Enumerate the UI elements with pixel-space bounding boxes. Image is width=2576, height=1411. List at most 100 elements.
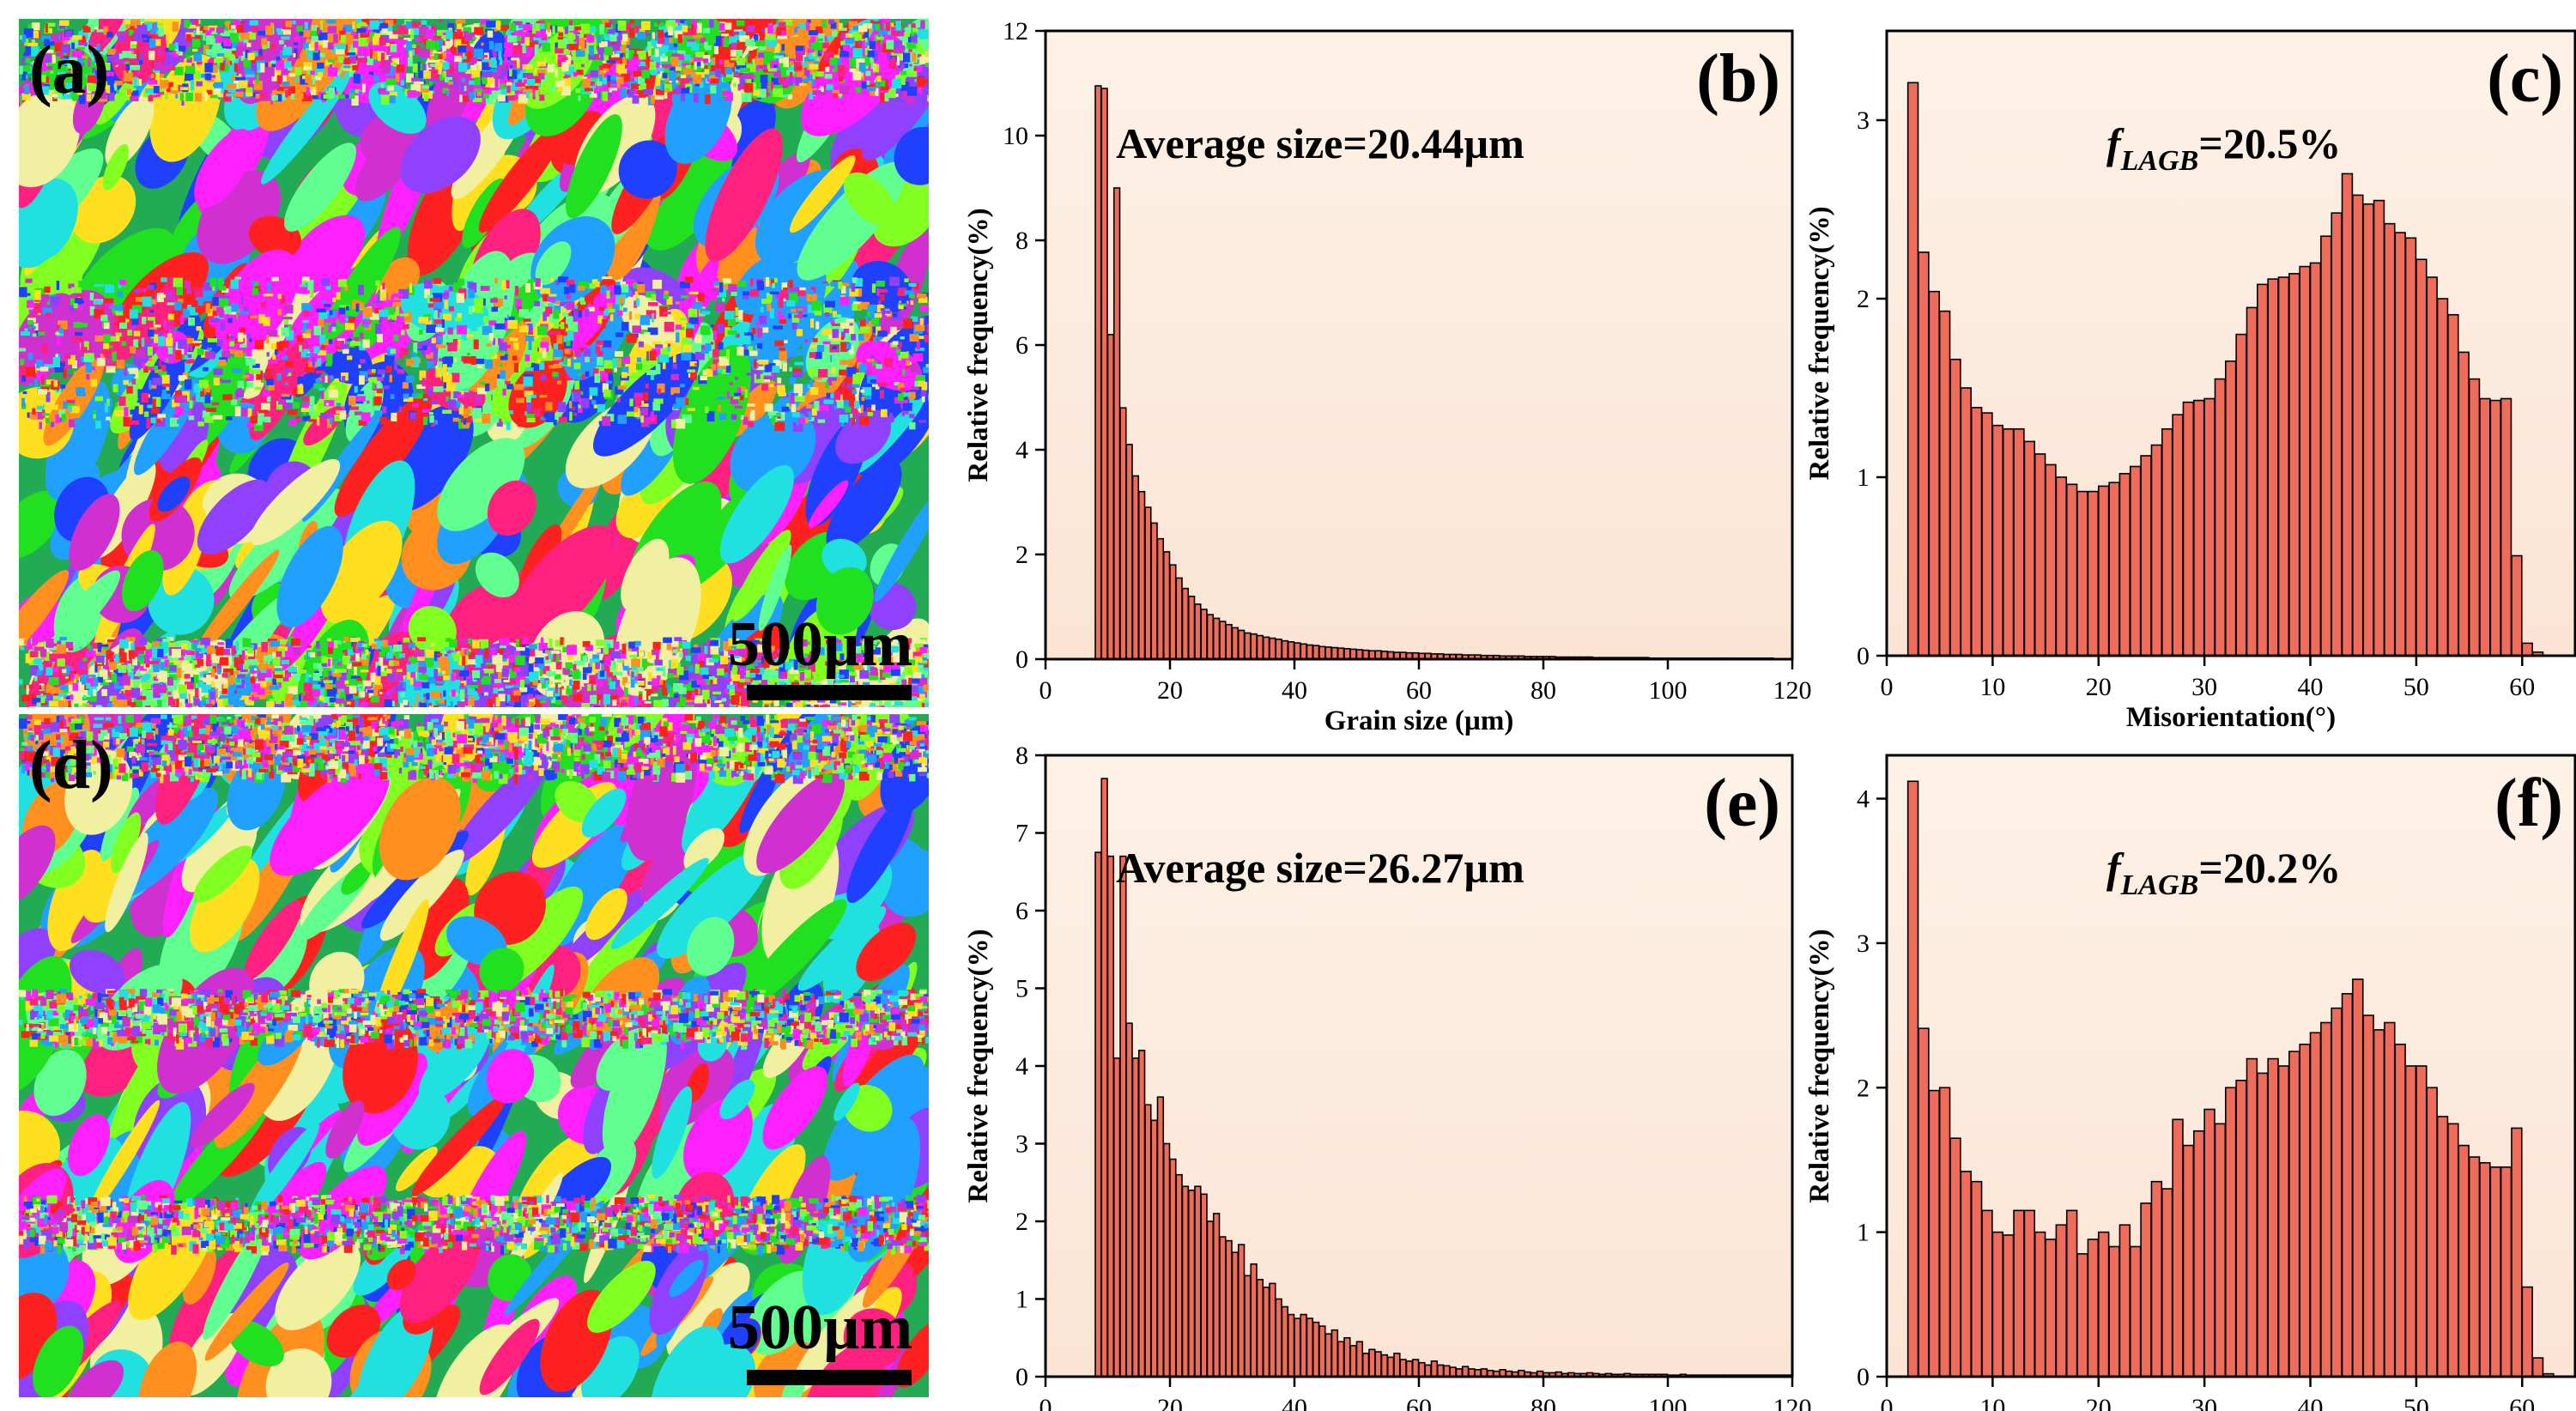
fine-grain — [285, 693, 294, 700]
fine-grain — [531, 705, 538, 707]
fine-grain — [268, 62, 274, 68]
fine-grain — [774, 340, 785, 347]
fine-grain — [864, 29, 870, 39]
fine-grain — [381, 28, 388, 34]
fine-grain — [872, 361, 882, 366]
fine-grain — [565, 27, 569, 34]
fine-grain — [458, 663, 465, 669]
fine-grain — [385, 19, 394, 27]
fine-grain — [839, 369, 847, 376]
fine-grain — [800, 314, 808, 318]
fine-grain — [314, 384, 323, 389]
fine-grain — [73, 321, 82, 329]
fine-grain — [679, 652, 683, 657]
fine-grain — [788, 287, 798, 293]
fine-grain — [677, 53, 684, 61]
fine-grain — [765, 365, 769, 372]
fine-grain — [908, 292, 915, 299]
fine-grain — [461, 334, 464, 339]
fine-grain — [639, 61, 646, 67]
fine-grain — [367, 695, 373, 706]
fine-grain — [794, 680, 798, 683]
fine-grain — [732, 31, 739, 34]
fine-grain — [373, 684, 383, 690]
fine-grain — [348, 364, 355, 369]
fine-grain — [812, 79, 821, 88]
fine-grain — [810, 287, 816, 293]
grain — [69, 494, 120, 571]
fine-grain — [578, 95, 581, 101]
fine-grain — [631, 57, 639, 64]
fine-grain — [445, 76, 452, 83]
fine-grain — [389, 58, 397, 64]
fine-grain — [93, 51, 100, 55]
fine-grain — [167, 313, 174, 320]
fine-grain — [472, 36, 476, 40]
fine-grain — [779, 705, 785, 707]
fine-grain — [179, 93, 185, 101]
fine-grain — [71, 34, 82, 40]
fine-grain — [292, 402, 300, 409]
fine-grain — [72, 336, 83, 342]
grain — [566, 114, 622, 219]
fine-grain — [245, 650, 254, 661]
fine-grain — [589, 387, 598, 396]
fine-grain — [275, 706, 285, 707]
fine-grain — [328, 324, 332, 333]
fine-grain — [755, 40, 766, 47]
fine-grain — [166, 290, 175, 301]
fine-grain — [636, 410, 645, 420]
fine-grain — [869, 672, 879, 681]
fine-grain — [410, 357, 420, 368]
fine-grain — [123, 379, 130, 385]
fine-grain — [51, 695, 62, 700]
fine-grain — [442, 88, 448, 94]
fine-grain — [851, 334, 857, 341]
fine-grain — [902, 91, 907, 100]
fine-grain — [398, 406, 403, 413]
fine-grain — [771, 77, 782, 85]
fine-grain — [318, 311, 328, 319]
fine-grain — [88, 39, 94, 44]
fine-grain — [819, 48, 823, 54]
fine-grain — [802, 59, 805, 65]
fine-grain — [589, 675, 596, 681]
fine-grain — [272, 671, 283, 679]
fine-grain — [222, 58, 230, 68]
fine-grain — [705, 406, 709, 414]
fine-grain — [652, 341, 662, 345]
fine-grain — [403, 45, 409, 48]
fine-grain — [400, 80, 404, 86]
fine-grain — [602, 383, 609, 393]
fine-grain — [913, 321, 918, 329]
fine-grain — [303, 62, 312, 69]
grain — [285, 215, 366, 294]
fine-grain — [476, 358, 485, 365]
fine-grain — [387, 639, 391, 644]
fine-grain — [872, 312, 882, 318]
fine-grain — [462, 656, 466, 666]
fine-grain — [144, 411, 149, 417]
fine-grain — [727, 63, 735, 68]
fine-grain — [214, 316, 224, 319]
fine-grain — [599, 371, 609, 381]
fine-grain — [563, 336, 570, 342]
fine-grain — [436, 311, 439, 318]
fine-grain — [82, 25, 91, 33]
fine-grain — [439, 358, 444, 362]
fine-grain — [342, 344, 349, 354]
fine-grain — [409, 324, 414, 335]
fine-grain — [433, 386, 444, 392]
fine-grain — [757, 327, 763, 338]
fine-grain — [573, 413, 578, 416]
fine-grain — [250, 92, 260, 98]
fine-grain — [95, 421, 101, 429]
fine-grain — [803, 67, 808, 76]
fine-grain — [688, 308, 698, 318]
fine-grain — [141, 337, 145, 348]
fine-grain — [196, 393, 206, 403]
fine-grain — [878, 30, 888, 35]
fine-grain — [845, 37, 855, 44]
fine-grain — [201, 73, 207, 78]
fine-grain — [524, 37, 530, 46]
